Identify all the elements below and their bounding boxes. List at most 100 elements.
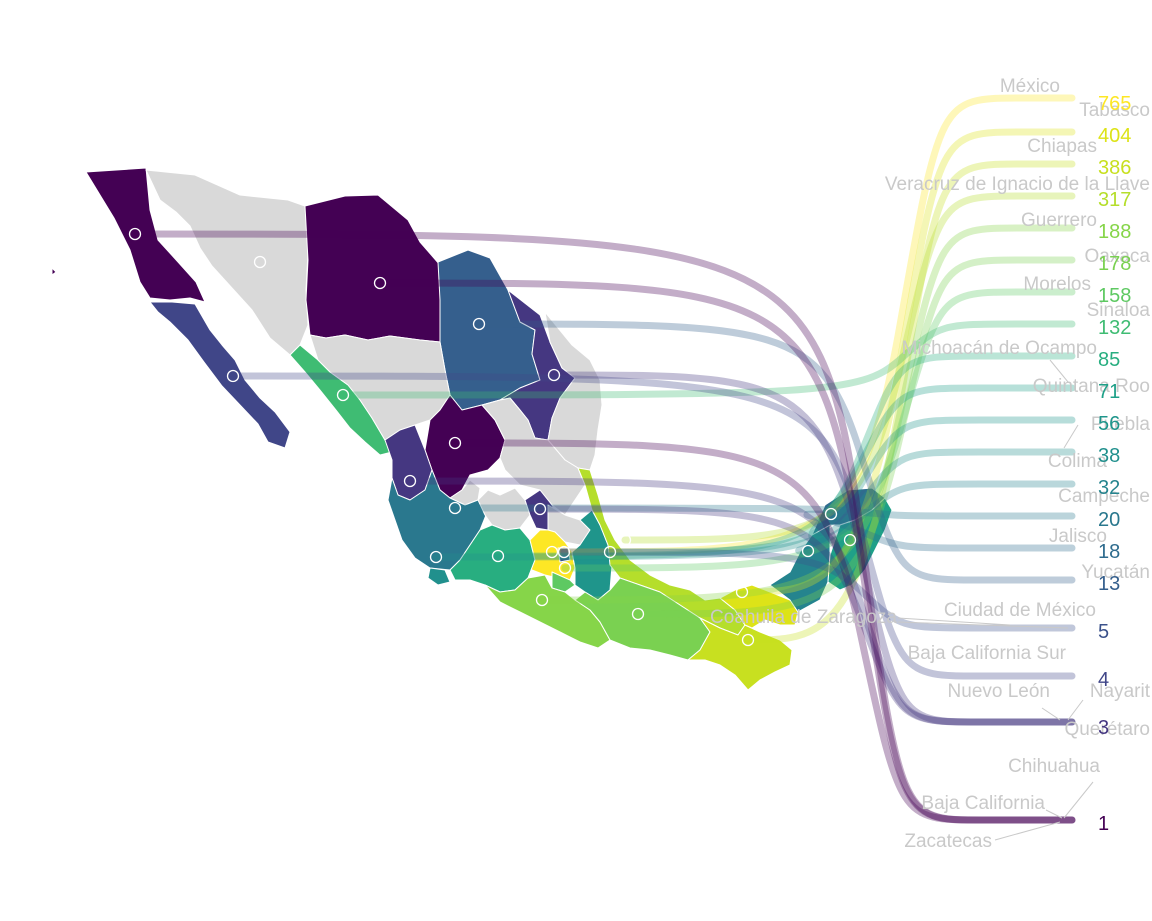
- value-label-38: 38: [1098, 445, 1120, 467]
- leader-coahuila-de-zaragoza: [897, 617, 1011, 626]
- flow-sinaloa: [339, 320, 1076, 399]
- marker-oaxaca: [631, 607, 645, 621]
- state-baja-california: [51, 267, 57, 276]
- marker-colima: [429, 550, 443, 564]
- flow-yucatan: [803, 510, 1076, 552]
- state-jalisco: [387, 469, 489, 571]
- leader-chihuahua: [1063, 781, 1094, 819]
- marker-sinaloa: [336, 388, 350, 402]
- marker-nuevo-leon: [547, 368, 561, 382]
- state-label-veracruz-de-ignacio-de-la-llave: Veracruz de Ignacio de la Llave: [885, 174, 1150, 195]
- value-label-3: 3: [1098, 717, 1109, 739]
- flow-campeche: [795, 480, 1076, 555]
- flow-oaxaca: [634, 256, 1076, 618]
- state-label-puebla: Puebla: [1091, 414, 1151, 435]
- state-label-nayarit: Nayarit: [1090, 681, 1151, 702]
- value-label-4: 4: [1098, 669, 1109, 691]
- value-label-404: 404: [1098, 125, 1131, 147]
- leader-michoacan-de-ocampo: [1049, 359, 1069, 383]
- flow-nayarit: [406, 477, 1076, 726]
- flow-nuevo-leon: [550, 371, 1076, 726]
- marker-zacatecas: [448, 436, 462, 450]
- state-san-luis-potosi: [481, 397, 586, 516]
- marker-baja-california-sur: [226, 369, 240, 383]
- state-label-quintana-roo: Quintana Roo: [1033, 376, 1150, 397]
- value-label-158: 158: [1098, 285, 1131, 307]
- marker-quintana-roo: [843, 533, 857, 547]
- flow-colima: [432, 448, 1076, 561]
- marker-guerrero: [535, 593, 549, 607]
- state-label-michoacan-de-ocampo: Michoacán de Ocampo: [902, 338, 1097, 359]
- leader-nuevo-leon: [1041, 707, 1061, 721]
- value-label-20: 20: [1098, 509, 1120, 531]
- value-label-32: 32: [1098, 477, 1120, 499]
- flow-tabasco: [738, 128, 1076, 596]
- flow-puebla: [606, 416, 1076, 556]
- labels-layer: México Tabasco Chiapas Veracruz de Ignacio …: [710, 76, 1151, 852]
- flow-queretaro: [536, 505, 1076, 726]
- leader-zacatecas: [994, 821, 1061, 841]
- marker-michoacan-de-ocampo: [491, 549, 505, 563]
- flow-chiapas: [744, 160, 1076, 644]
- state-baja-california: [85, 167, 206, 303]
- marker-ciudad-de-mexico: [557, 545, 571, 559]
- marker-morelos: [558, 561, 572, 575]
- value-label-178: 178: [1098, 253, 1131, 275]
- state-label-oaxaca: Oaxaca: [1085, 246, 1151, 267]
- state-label-coahuila-de-zaragoza: Coahuila de Zaragoza: [710, 607, 897, 628]
- flow-quintana-roo: [808, 384, 1076, 544]
- marker-yucatan: [824, 507, 838, 521]
- value-label-317: 317: [1098, 189, 1131, 211]
- flow-michoacan-de-ocampo: [494, 352, 1076, 560]
- state-quintana-roo: [827, 497, 893, 591]
- state-label-queretaro: Querétaro: [1064, 719, 1150, 740]
- marker-chihuahua: [373, 276, 387, 290]
- state-chihuahua: [304, 194, 451, 343]
- marker-chiapas: [741, 633, 755, 647]
- value-label-85: 85: [1098, 349, 1120, 371]
- state-label-baja-california-sur: Baja California Sur: [908, 643, 1067, 664]
- flow-guerrero: [538, 224, 1076, 604]
- state-label-sinaloa: Sinaloa: [1087, 300, 1151, 321]
- leader-ciudad-de-mexico: [897, 621, 1069, 629]
- state-mexico: [527, 529, 576, 581]
- states-layer: [51, 167, 893, 691]
- state-label-morelos: Morelos: [1023, 274, 1091, 295]
- leader-puebla: [1063, 424, 1079, 449]
- marker-campeche: [801, 544, 815, 558]
- value-label-5: 5: [1098, 621, 1109, 643]
- marker-veracruz-de-ignacio-de-la-llave: [618, 533, 632, 547]
- state-label-yucatan: Yucatán: [1081, 562, 1150, 583]
- leader-baja-california: [1045, 809, 1063, 819]
- value-label-188: 188: [1098, 221, 1131, 243]
- state-label-tabasco: Tabasco: [1079, 100, 1150, 121]
- state-label-campeche: Campeche: [1058, 486, 1150, 507]
- marker-queretaro: [533, 502, 547, 516]
- value-label-13: 13: [1098, 573, 1120, 595]
- value-label-1: 1: [1098, 813, 1109, 835]
- state-chiapas: [687, 617, 793, 691]
- state-label-ciudad-de-mexico: Ciudad de México: [944, 600, 1096, 621]
- state-label-baja-california: Baja California: [921, 793, 1045, 814]
- flow-veracruz-de-ignacio-de-la-llave: [621, 192, 1076, 544]
- centroid-markers-layer: [128, 227, 857, 647]
- state-morelos: [551, 571, 576, 593]
- state-label-jalisco: Jalisco: [1049, 526, 1107, 547]
- flow-ciudad-de-mexico: [560, 548, 1076, 632]
- value-label-18: 18: [1098, 541, 1120, 563]
- state-colima: [427, 567, 451, 586]
- value-label-56: 56: [1098, 413, 1120, 435]
- flow-morelos: [561, 288, 1076, 572]
- state-label-chihuahua: Chihuahua: [1008, 756, 1100, 777]
- state-label-zacatecas: Zacatecas: [904, 831, 992, 852]
- marker-jalisco: [448, 501, 462, 515]
- flow-jalisco: [451, 504, 1076, 520]
- state-ciudad-de-mexico: [557, 547, 571, 563]
- value-label-765: 765: [1098, 93, 1131, 115]
- value-label-132: 132: [1098, 317, 1131, 339]
- state-tabasco: [719, 584, 799, 629]
- marker-mexico: [545, 545, 559, 559]
- flow-lines-layer: [131, 94, 1076, 824]
